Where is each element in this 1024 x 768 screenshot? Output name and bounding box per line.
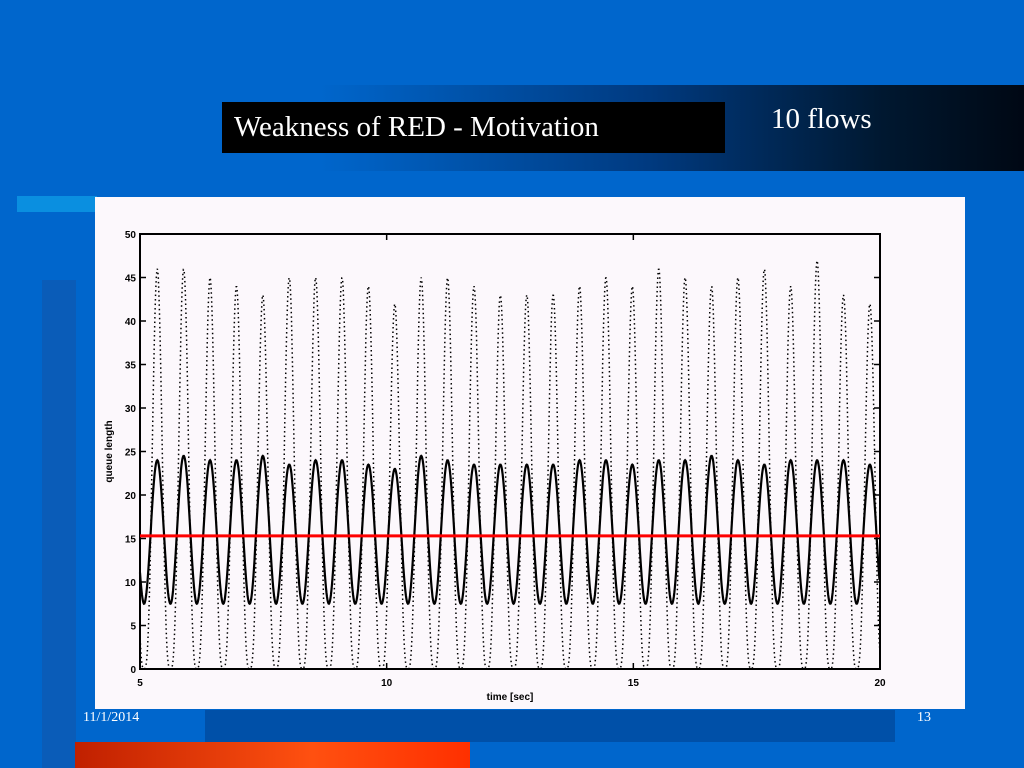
y-tick-label: 35 bbox=[125, 361, 137, 372]
y-tick-label: 50 bbox=[125, 230, 137, 241]
y-tick-label: 40 bbox=[125, 317, 137, 328]
chart-panel bbox=[95, 197, 965, 709]
y-tick-label: 20 bbox=[125, 491, 137, 502]
x-axis-label: time [sec] bbox=[487, 692, 534, 703]
decor-strip bbox=[42, 280, 76, 768]
x-tick-label: 15 bbox=[628, 678, 640, 689]
y-tick-label: 25 bbox=[125, 448, 137, 459]
slide-subtitle: 10 flows bbox=[771, 103, 872, 135]
x-tick-label: 5 bbox=[137, 678, 143, 689]
y-tick-label: 0 bbox=[130, 665, 136, 676]
slide-page-number: 13 bbox=[917, 710, 931, 725]
x-tick-label: 20 bbox=[874, 678, 886, 689]
y-tick-label: 10 bbox=[125, 578, 137, 589]
footer-bar bbox=[205, 710, 895, 742]
y-tick-label: 5 bbox=[130, 622, 136, 633]
series-instantaneous-queue bbox=[139, 259, 881, 670]
slide-title: Weakness of RED - Motivation bbox=[222, 102, 725, 153]
y-axis-label: queue length bbox=[104, 420, 115, 482]
y-tick-label: 45 bbox=[125, 274, 137, 285]
series-average-queue bbox=[138, 454, 881, 606]
footer-orange-bar bbox=[75, 742, 470, 768]
x-tick-label: 10 bbox=[381, 678, 393, 689]
decor-cyan-bar bbox=[17, 196, 97, 212]
y-tick-label: 30 bbox=[125, 404, 137, 415]
y-tick-label: 15 bbox=[125, 535, 137, 546]
slide-date: 11/1/2014 bbox=[83, 710, 140, 725]
